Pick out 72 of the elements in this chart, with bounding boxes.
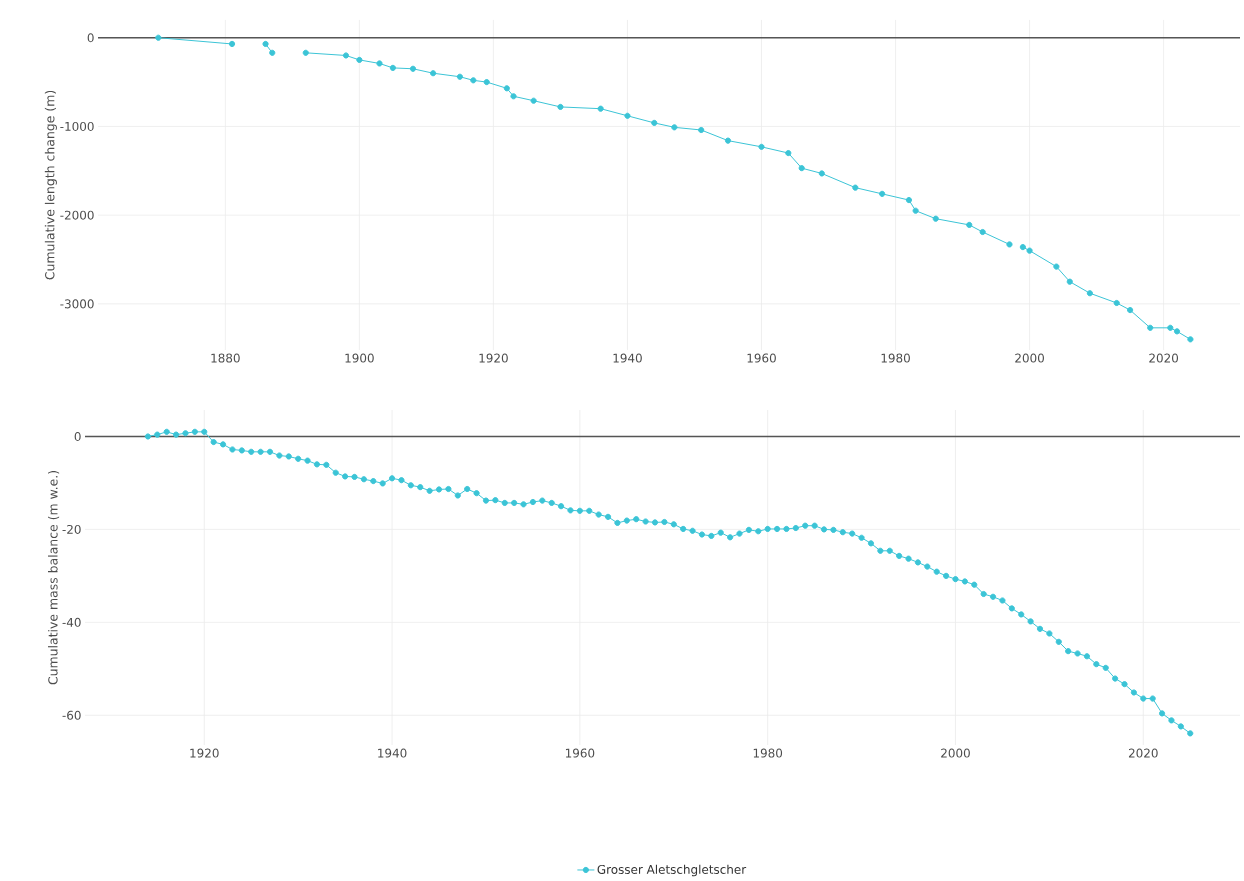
point — [1006, 241, 1013, 248]
x-tick-label: 2000 — [941, 748, 970, 758]
point — [302, 49, 309, 56]
point — [1053, 263, 1060, 270]
x-tick-label: 1940 — [378, 748, 407, 758]
point — [262, 40, 269, 48]
y-tick-label: 0 — [87, 33, 94, 43]
point — [979, 228, 986, 236]
y-tick-label: -2000 — [60, 210, 94, 220]
point — [932, 215, 939, 222]
x-tick-label: 1880 — [211, 353, 240, 363]
point — [879, 190, 886, 197]
point — [1167, 324, 1174, 331]
point — [671, 124, 678, 131]
x-tick-label: 1960 — [565, 748, 595, 758]
point — [1113, 299, 1120, 307]
x-tick-label: 2020 — [1128, 748, 1158, 758]
point — [758, 143, 765, 150]
y-tick-label: -60 — [62, 710, 81, 720]
point — [852, 184, 859, 191]
point — [1173, 328, 1181, 335]
point — [1019, 244, 1026, 251]
point — [966, 221, 973, 228]
point — [389, 64, 396, 71]
point — [456, 73, 463, 80]
y-tick-label: 0 — [74, 431, 81, 442]
point — [1127, 306, 1134, 314]
point — [430, 70, 437, 77]
point — [785, 149, 792, 157]
point — [624, 112, 631, 119]
point — [597, 105, 604, 112]
point — [1066, 278, 1073, 285]
x-tick-label: 1920 — [190, 748, 219, 758]
x-tick-label: 1960 — [747, 353, 776, 363]
point — [651, 119, 658, 126]
point — [155, 34, 162, 41]
y-tick-label: -40 — [62, 617, 81, 627]
point — [376, 60, 383, 67]
point — [818, 170, 825, 177]
x-tick-label: 1920 — [479, 353, 508, 363]
y-tick-label: -20 — [62, 524, 81, 534]
point — [530, 97, 537, 104]
point — [1147, 324, 1154, 331]
x-tick-label: 2020 — [1149, 353, 1179, 363]
point — [470, 77, 477, 84]
point — [557, 103, 564, 111]
point — [510, 93, 517, 100]
y-tick-label: -1000 — [60, 121, 94, 131]
point — [698, 126, 705, 134]
point — [1086, 290, 1093, 297]
point — [356, 56, 363, 63]
legend-label: Grosser Aletschgletscher — [597, 864, 747, 877]
point — [228, 40, 236, 48]
point — [342, 52, 350, 59]
point — [798, 165, 805, 172]
point — [483, 79, 490, 86]
y-axis-title: Cumulative mass balance (m w.e.) — [48, 470, 60, 685]
x-tick-label: 1980 — [753, 748, 783, 758]
point — [503, 85, 510, 92]
point — [269, 49, 276, 56]
y-axis-title: Cumulative length change (m) — [44, 90, 57, 280]
point — [912, 207, 919, 214]
point — [1187, 336, 1194, 343]
point — [409, 65, 417, 72]
point — [1026, 247, 1033, 254]
point — [724, 137, 732, 144]
y-tick-label: -3000 — [60, 299, 94, 309]
x-tick-label: 1980 — [881, 353, 910, 363]
x-tick-label: 1940 — [613, 353, 642, 363]
x-tick-label: 2000 — [1015, 353, 1044, 363]
point — [905, 196, 913, 204]
x-tick-label: 1900 — [345, 353, 374, 363]
